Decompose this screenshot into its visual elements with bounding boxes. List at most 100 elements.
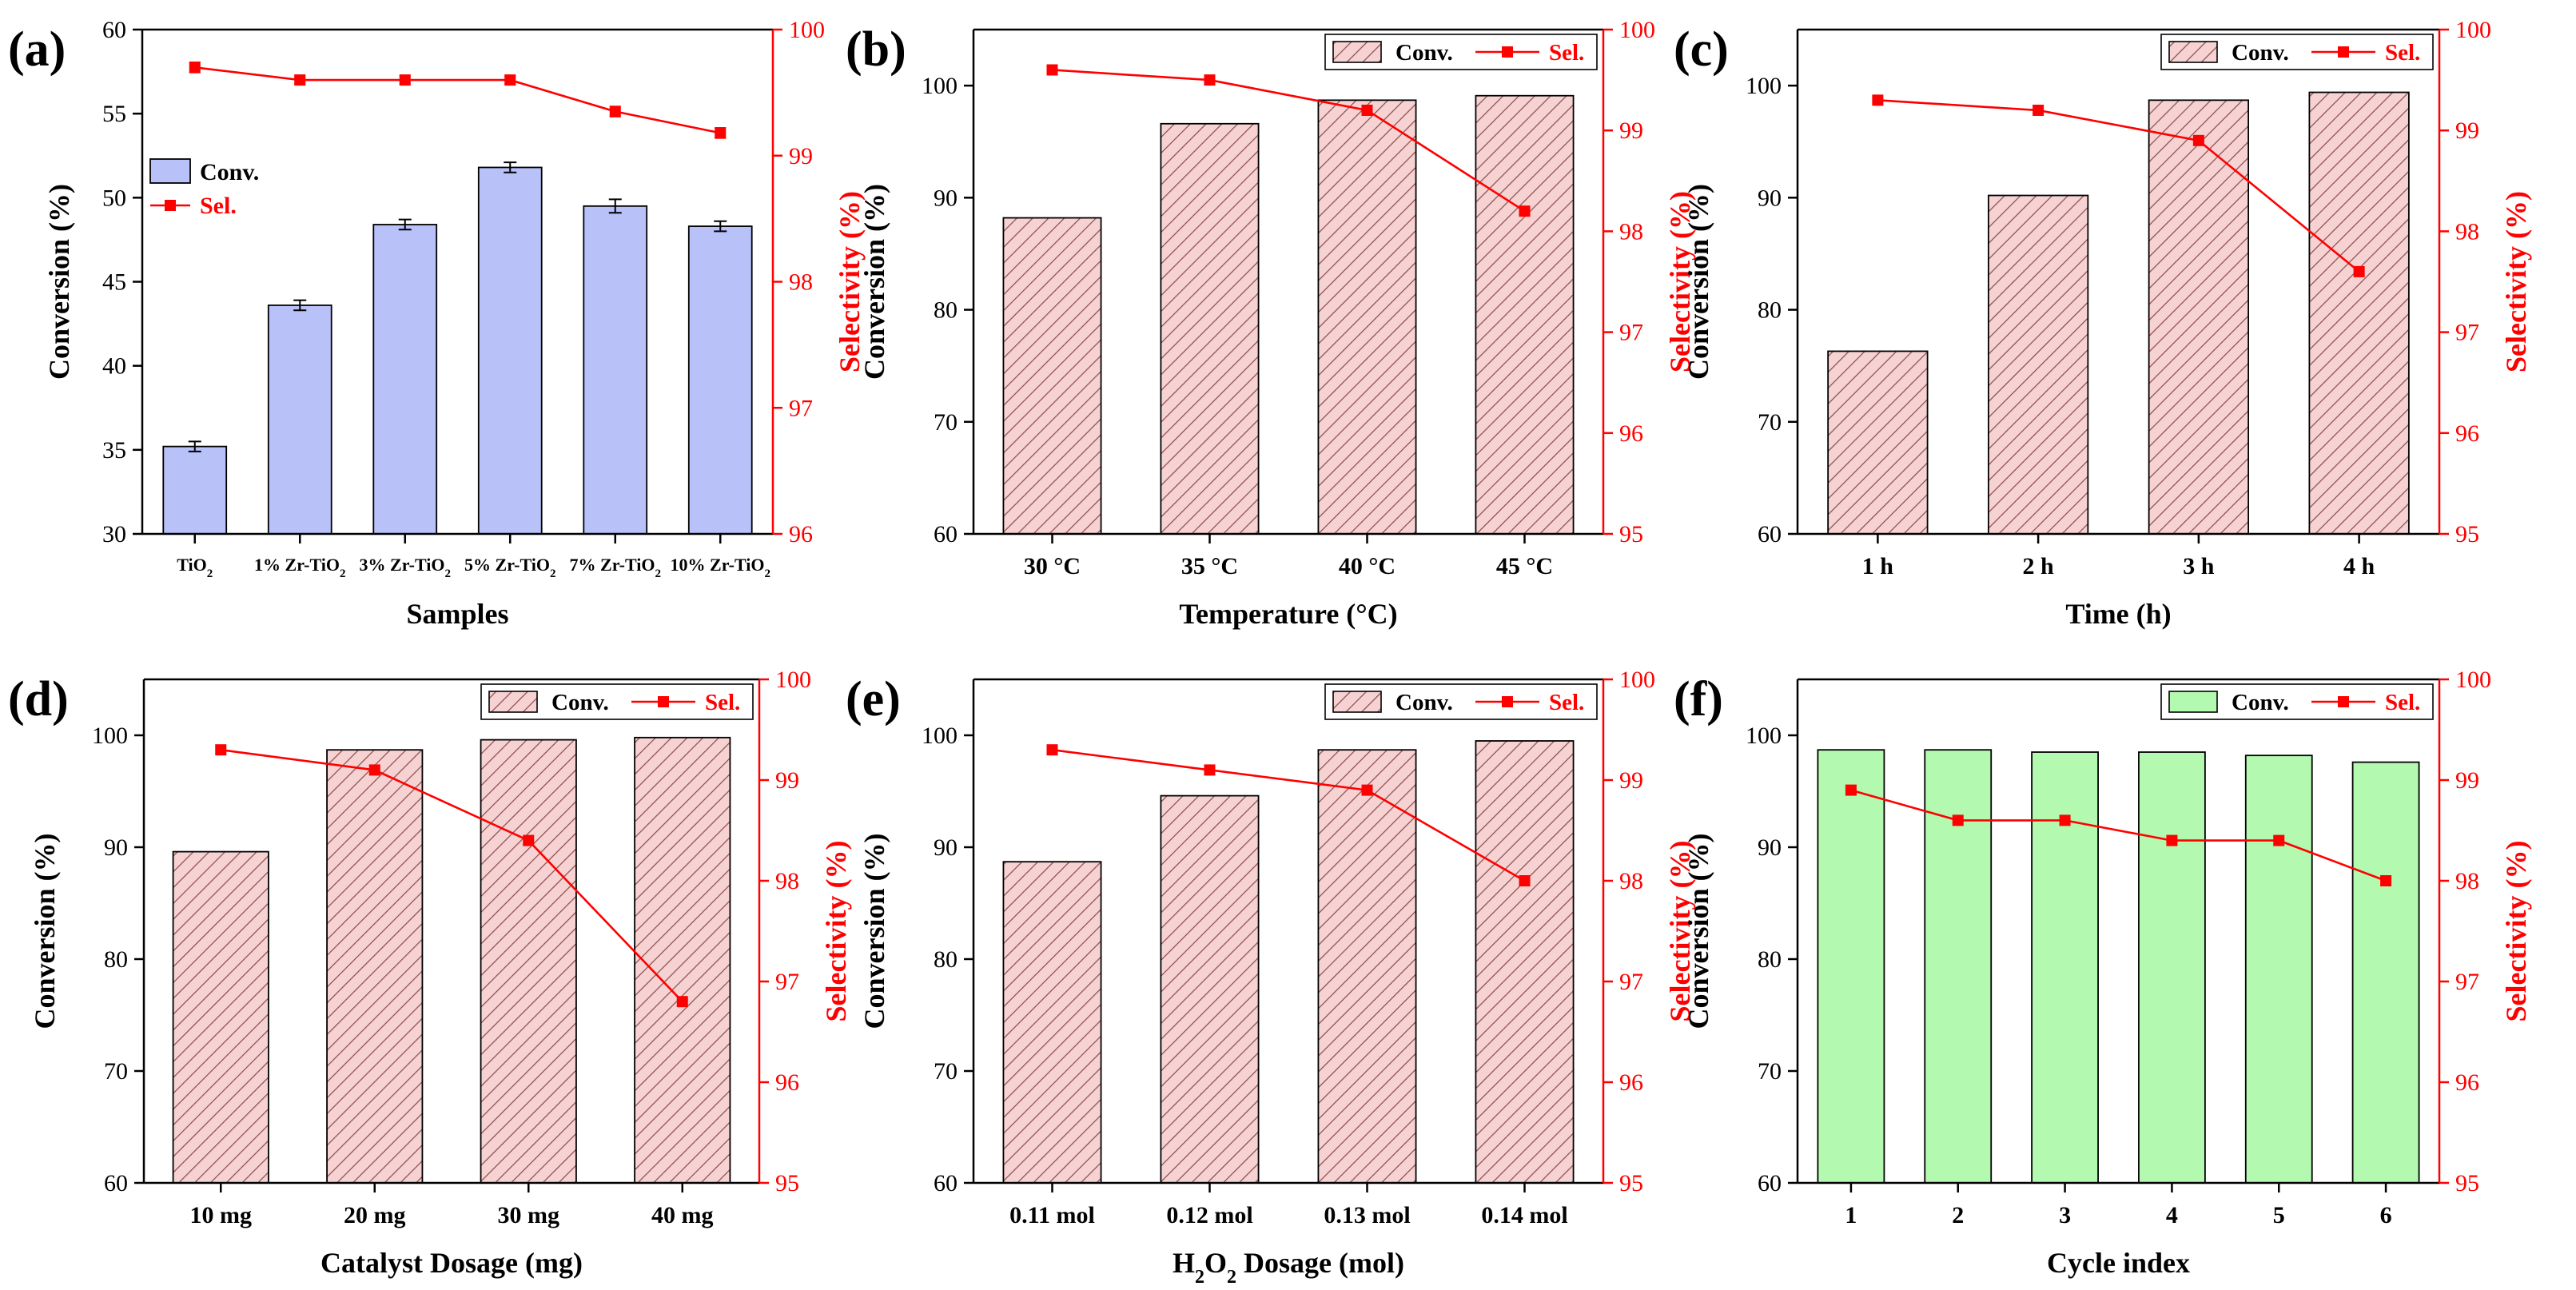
x-tick-label: 5% Zr-TiO2 <box>464 555 555 580</box>
y2-tick-label: 96 <box>1619 1069 1643 1096</box>
y2-tick-label: 100 <box>1619 17 1655 43</box>
y-axis-title: Conversion (%) <box>43 184 75 380</box>
legend-sel-marker <box>658 696 669 707</box>
conversion-bar <box>1817 749 1885 1184</box>
x-tick-label: 10% Zr-TiO2 <box>671 555 770 580</box>
y2-tick-label: 95 <box>2455 1170 2479 1196</box>
legend-conv-label: Conv. <box>1395 690 1453 715</box>
panel-label: (d) <box>8 672 69 727</box>
x-tick-label: 35 °C <box>1181 553 1238 579</box>
legend: Conv. Sel. <box>480 683 754 720</box>
legend-conv-swatch <box>2168 41 2218 63</box>
y2-tick-label: 97 <box>789 395 813 421</box>
y2-axis-title: Selectivity (%) <box>1664 841 1696 1022</box>
y2-tick-label: 100 <box>1619 667 1655 693</box>
legend-conv-label: Conv. <box>200 159 259 185</box>
y2-tick-label: 99 <box>1619 117 1643 144</box>
conversion-bar <box>1987 194 2089 535</box>
legend-conv-swatch <box>1332 41 1382 63</box>
legend-conv-label: Conv. <box>1395 40 1453 66</box>
y-tick-label: 60 <box>1758 1170 1782 1196</box>
legend-sel-marker <box>1502 696 1513 707</box>
selectivity-point <box>676 996 688 1008</box>
panel-f: (f) 60 70 80 90 100 95 96 97 98 99 100 1 2 3 4 5 6 Cycle i… <box>1674 667 2532 1279</box>
y-tick-label: 60 <box>104 1170 128 1196</box>
x-tick-label: 40 mg <box>651 1202 714 1228</box>
x-tick-label: TiO2 <box>177 555 213 580</box>
x-tick-label: 4 h <box>2343 553 2375 579</box>
panel-label: (b) <box>846 22 906 77</box>
selectivity-point <box>1952 814 1964 826</box>
conversion-bar <box>1160 794 1260 1184</box>
legend: Conv. Sel. <box>2160 683 2434 720</box>
y-tick-label: 100 <box>1746 723 1782 749</box>
legend-conv-swatch <box>149 158 191 184</box>
conversion-bar <box>372 224 438 535</box>
legend-conv-swatch <box>2168 691 2218 713</box>
conversion-bar <box>1317 99 1417 535</box>
selectivity-point <box>523 834 535 846</box>
y-axis-title: Conversion (%) <box>1682 834 1714 1029</box>
legend-conv-label: Conv. <box>2232 40 2289 66</box>
conversion-bar <box>583 205 648 535</box>
y-tick-label: 60 <box>934 521 958 547</box>
y2-tick-label: 95 <box>1619 521 1643 547</box>
y-tick-label: 70 <box>104 1058 128 1085</box>
selectivity-point <box>1872 94 1884 106</box>
x-tick-label: 30 °C <box>1024 553 1081 579</box>
selectivity-line <box>1052 69 1526 213</box>
y2-tick-label: 96 <box>2455 420 2479 447</box>
y2-axis-title: Selectivity (%) <box>1664 191 1696 372</box>
y2-tick-label: 98 <box>1619 218 1643 245</box>
y-tick-label: 70 <box>934 409 958 436</box>
y2-tick-label: 97 <box>2455 320 2479 346</box>
y2-tick-label: 100 <box>789 17 825 43</box>
legend-sel-label: Sel. <box>1549 690 1584 715</box>
x-tick-label: 6 <box>2380 1202 2392 1228</box>
y-tick-label: 70 <box>934 1058 958 1085</box>
y-tick-label: 70 <box>1758 1058 1782 1085</box>
selectivity-point <box>1361 104 1373 116</box>
y2-tick-label: 98 <box>775 868 799 894</box>
conversion-bar <box>1475 740 1575 1184</box>
panel-b: (b) 60 70 80 90 100 95 96 97 98 99 100 30 °C 35 °C 40 … <box>846 17 1696 630</box>
legend-sel-label: Sel. <box>2385 40 2420 66</box>
conversion-bar <box>326 749 424 1184</box>
legend-sel-label: Sel. <box>705 690 740 715</box>
selectivity-point <box>2380 875 2392 886</box>
x-tick-label: 0.14 mol <box>1481 1202 1567 1228</box>
legend: Conv. Sel. <box>1324 683 1598 720</box>
y2-tick-label: 98 <box>1619 868 1643 894</box>
conversion-bar <box>634 736 731 1184</box>
x-tick-label: 1% Zr-TiO2 <box>254 555 345 580</box>
y2-tick-label: 99 <box>2455 767 2479 794</box>
panel-c: (c) 60 70 80 90 100 95 96 97 98 99 100 1 h 2 h 3 h 4 h T… <box>1674 17 2532 630</box>
x-axis-title: H2O2 Dosage (mol) <box>1173 1247 1404 1288</box>
y2-tick-label: 99 <box>775 767 799 794</box>
x-tick-label: 10 mg <box>190 1202 253 1228</box>
legend: Conv. Sel. <box>1324 34 1598 70</box>
selectivity-point <box>609 106 621 117</box>
x-tick-label: 40 °C <box>1339 553 1395 579</box>
conversion-bar <box>477 166 543 535</box>
y-tick-label: 80 <box>934 297 958 324</box>
conversion-bar <box>1160 122 1260 535</box>
x-tick-label: 20 mg <box>344 1202 406 1228</box>
selectivity-point <box>1046 64 1058 76</box>
legend: Conv. Sel. <box>2160 34 2434 70</box>
y2-tick-label: 96 <box>1619 420 1643 447</box>
selectivity-point <box>2353 265 2365 277</box>
x-tick-label: 2 h <box>2023 553 2055 579</box>
legend-sel-marker <box>2338 46 2349 58</box>
y-tick-label: 55 <box>102 101 126 127</box>
legend-sel-marker <box>165 200 176 211</box>
y-axis-title: Conversion (%) <box>1682 184 1714 380</box>
selectivity-point <box>2192 134 2204 146</box>
y-tick-label: 90 <box>1758 185 1782 211</box>
selectivity-point <box>1204 74 1216 86</box>
x-axis-title: Samples <box>406 598 508 630</box>
panel-d: (d) 60 70 80 90 100 95 96 97 98 99 100 10 mg 20 mg 30 … <box>8 667 852 1279</box>
x-tick-label: 30 mg <box>498 1202 560 1228</box>
y2-tick-label: 99 <box>2455 117 2479 144</box>
